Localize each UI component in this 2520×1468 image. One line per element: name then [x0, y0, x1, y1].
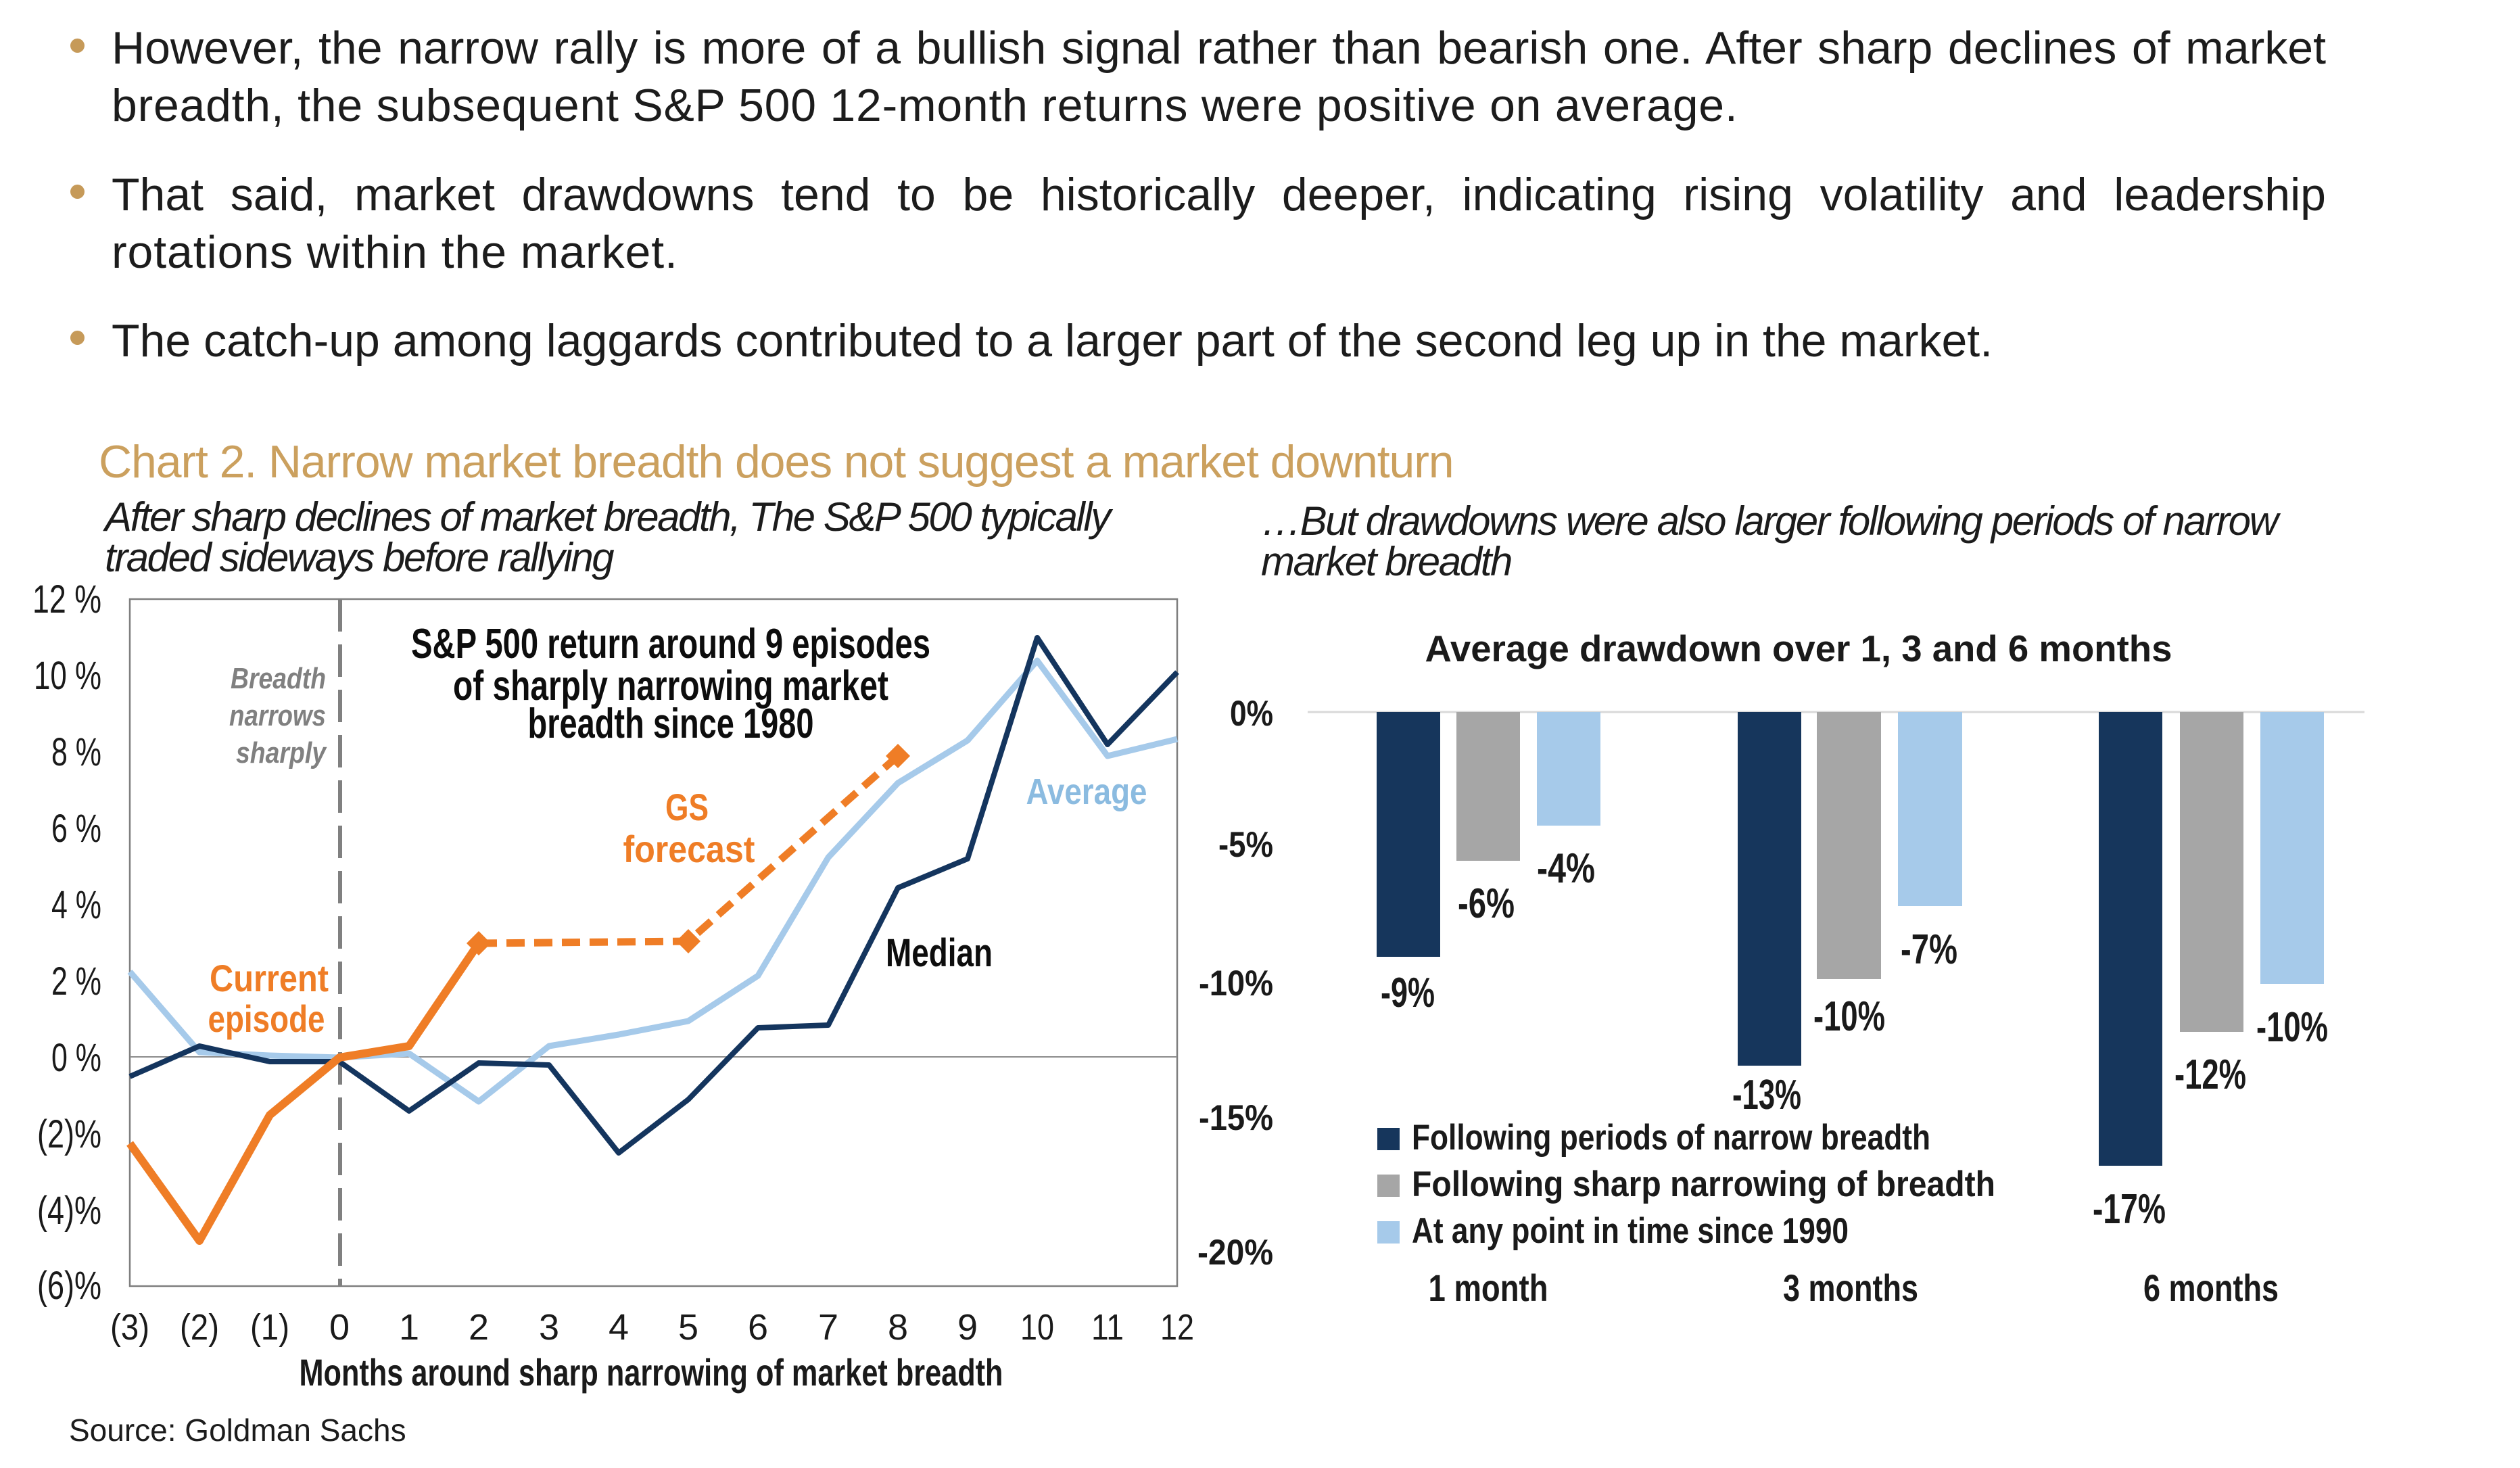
svg-text:5: 5 [678, 1307, 698, 1348]
svg-text:6 %: 6 % [51, 807, 101, 851]
svg-text:sharply: sharply [236, 736, 327, 769]
svg-text:Months around sharp narrowing: Months around sharp narrowing of market … [300, 1351, 1003, 1394]
svg-text:-17%: -17% [2093, 1186, 2166, 1233]
svg-text:3 months: 3 months [1783, 1266, 1918, 1309]
svg-text:12: 12 [1160, 1307, 1194, 1348]
svg-text:-10%: -10% [1199, 964, 1273, 1003]
svg-text:Current: Current [210, 957, 329, 999]
svg-text:Average drawdown over 1, 3 and: Average drawdown over 1, 3 and 6 months [1425, 628, 2172, 669]
svg-text:Following periods of narrow br: Following periods of narrow breadth [1412, 1118, 1930, 1158]
svg-text:of sharply narrowing market: of sharply narrowing market [453, 663, 888, 709]
svg-text:forecast: forecast [623, 828, 755, 870]
svg-text:4 %: 4 % [51, 883, 101, 927]
svg-text:Average: Average [1026, 772, 1147, 812]
svg-text:8 %: 8 % [51, 730, 101, 774]
svg-text:breadth since 1980: breadth since 1980 [528, 701, 814, 747]
svg-text:-12%: -12% [2174, 1051, 2246, 1098]
svg-text:-10%: -10% [1813, 993, 1885, 1040]
svg-text:(2)%: (2)% [37, 1112, 101, 1156]
svg-text:-9%: -9% [1381, 970, 1435, 1016]
svg-text:0 %: 0 % [51, 1036, 101, 1080]
svg-text:1 month: 1 month [1429, 1266, 1548, 1309]
svg-text:9: 9 [957, 1307, 978, 1348]
svg-text:6: 6 [748, 1307, 768, 1348]
svg-text:-10%: -10% [2256, 1004, 2328, 1051]
svg-text:Median: Median [886, 931, 993, 975]
svg-text:Breadth: Breadth [231, 662, 326, 695]
svg-text:1: 1 [399, 1307, 419, 1348]
svg-text:GS: GS [665, 786, 709, 828]
svg-text:10: 10 [1020, 1307, 1054, 1348]
svg-text:episode: episode [208, 997, 325, 1040]
svg-text:0: 0 [329, 1307, 350, 1348]
svg-text:At any point in time since 199: At any point in time since 1990 [1412, 1211, 1849, 1251]
svg-text:-7%: -7% [1901, 926, 1957, 973]
svg-text:(2): (2) [180, 1307, 219, 1348]
svg-text:(4)%: (4)% [37, 1189, 101, 1233]
svg-text:(6)%: (6)% [37, 1264, 101, 1308]
svg-text:11: 11 [1091, 1307, 1124, 1348]
svg-text:10 %: 10 % [34, 654, 101, 698]
svg-text:4: 4 [609, 1307, 629, 1348]
svg-text:3: 3 [539, 1307, 559, 1348]
svg-text:-5%: -5% [1218, 825, 1273, 865]
svg-text:-6%: -6% [1458, 880, 1515, 927]
svg-text:6 months: 6 months [2143, 1266, 2279, 1309]
svg-text:(1): (1) [250, 1307, 289, 1348]
svg-text:8: 8 [888, 1307, 908, 1348]
svg-text:-4%: -4% [1537, 845, 1595, 892]
svg-text:0%: 0% [1230, 694, 1273, 734]
svg-text:2: 2 [469, 1307, 489, 1348]
svg-text:(3): (3) [110, 1307, 149, 1348]
svg-text:2 %: 2 % [51, 960, 101, 1003]
svg-text:Following sharp narrowing of b: Following sharp narrowing of breadth [1412, 1164, 1995, 1204]
svg-text:narrows: narrows [229, 699, 326, 732]
svg-text:S&P 500 return around 9 episod: S&P 500 return around 9 episodes [411, 621, 930, 667]
svg-text:-15%: -15% [1199, 1098, 1273, 1138]
svg-text:-20%: -20% [1197, 1233, 1273, 1273]
svg-text:7: 7 [818, 1307, 838, 1348]
svg-text:-13%: -13% [1732, 1072, 1801, 1118]
svg-text:12 %: 12 % [32, 577, 101, 621]
